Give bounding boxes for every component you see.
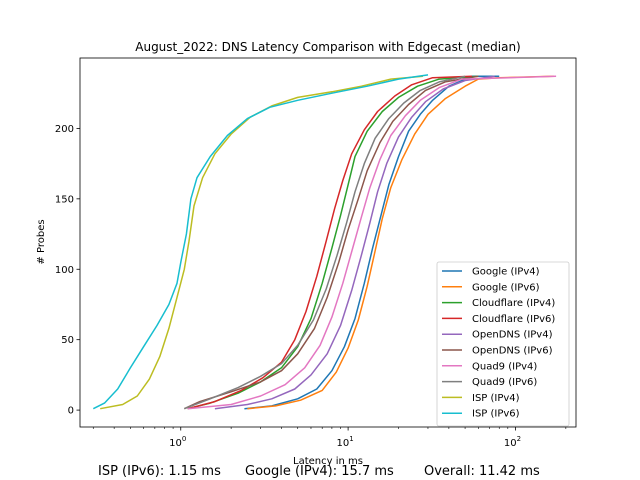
series-line-9	[100, 75, 423, 410]
x-tick-label-1: 100	[169, 435, 186, 449]
legend-entry-10: ISP (IPv6)	[472, 409, 520, 420]
x-tick-label-3: 102	[504, 435, 521, 449]
legend-entry-4: Cloudflare (IPv6)	[472, 314, 555, 325]
series-line-10	[92, 74, 429, 410]
series-line-8	[184, 75, 466, 410]
series-line-5	[214, 75, 495, 410]
y-tick-label-1: 0	[68, 406, 74, 417]
legend-entry-2: Google (IPv6)	[472, 282, 540, 293]
plot-frame	[79, 57, 577, 428]
legend-entry-3: Cloudflare (IPv4)	[472, 298, 555, 309]
chart-title: August_2022: DNS Latency Comparison with…	[135, 40, 521, 54]
legend-entry-6: OpenDNS (IPv6)	[472, 346, 553, 357]
axis-layer: 100 101 102 0 50 100 150 200	[55, 124, 567, 449]
legend-entry-5: OpenDNS (IPv4)	[472, 330, 553, 341]
y-tick-label-3: 100	[55, 265, 74, 276]
x-axis-label: Latency in ms	[293, 456, 363, 467]
series-line-7	[187, 75, 557, 410]
y-tick-label-2: 50	[61, 335, 74, 346]
series-line-4	[187, 75, 473, 410]
x-tick-label-2: 101	[337, 435, 354, 449]
legend-entry-8: Quad9 (IPv6)	[472, 377, 537, 388]
footer-summary: ISP (IPv6): 1.15 ms Google (IPv4): 15.7 …	[0, 464, 640, 480]
y-tick-label-4: 150	[55, 194, 74, 205]
footer-isp-median: ISP (IPv6): 1.15 ms	[98, 464, 221, 479]
series-line-2	[247, 75, 555, 410]
legend-entry-7: Quad9 (IPv4)	[472, 361, 537, 372]
series-line-3	[187, 75, 479, 410]
legend-entry-1: Google (IPv4)	[472, 267, 540, 278]
legend-box	[436, 261, 570, 427]
series-line-1	[244, 75, 500, 410]
footer-google-median: Google (IPv4): 15.7 ms	[245, 464, 394, 479]
series-layer	[92, 74, 557, 410]
y-tick-label-5: 200	[55, 124, 74, 135]
series-line-6	[183, 75, 479, 410]
legend: Google (IPv4) Google (IPv6) Cloudflare (IP…	[436, 261, 570, 427]
footer-overall-median: Overall: 11.42 ms	[424, 464, 540, 479]
legend-entry-9: ISP (IPv4)	[472, 393, 520, 404]
y-axis-label: # Probes	[36, 219, 47, 264]
